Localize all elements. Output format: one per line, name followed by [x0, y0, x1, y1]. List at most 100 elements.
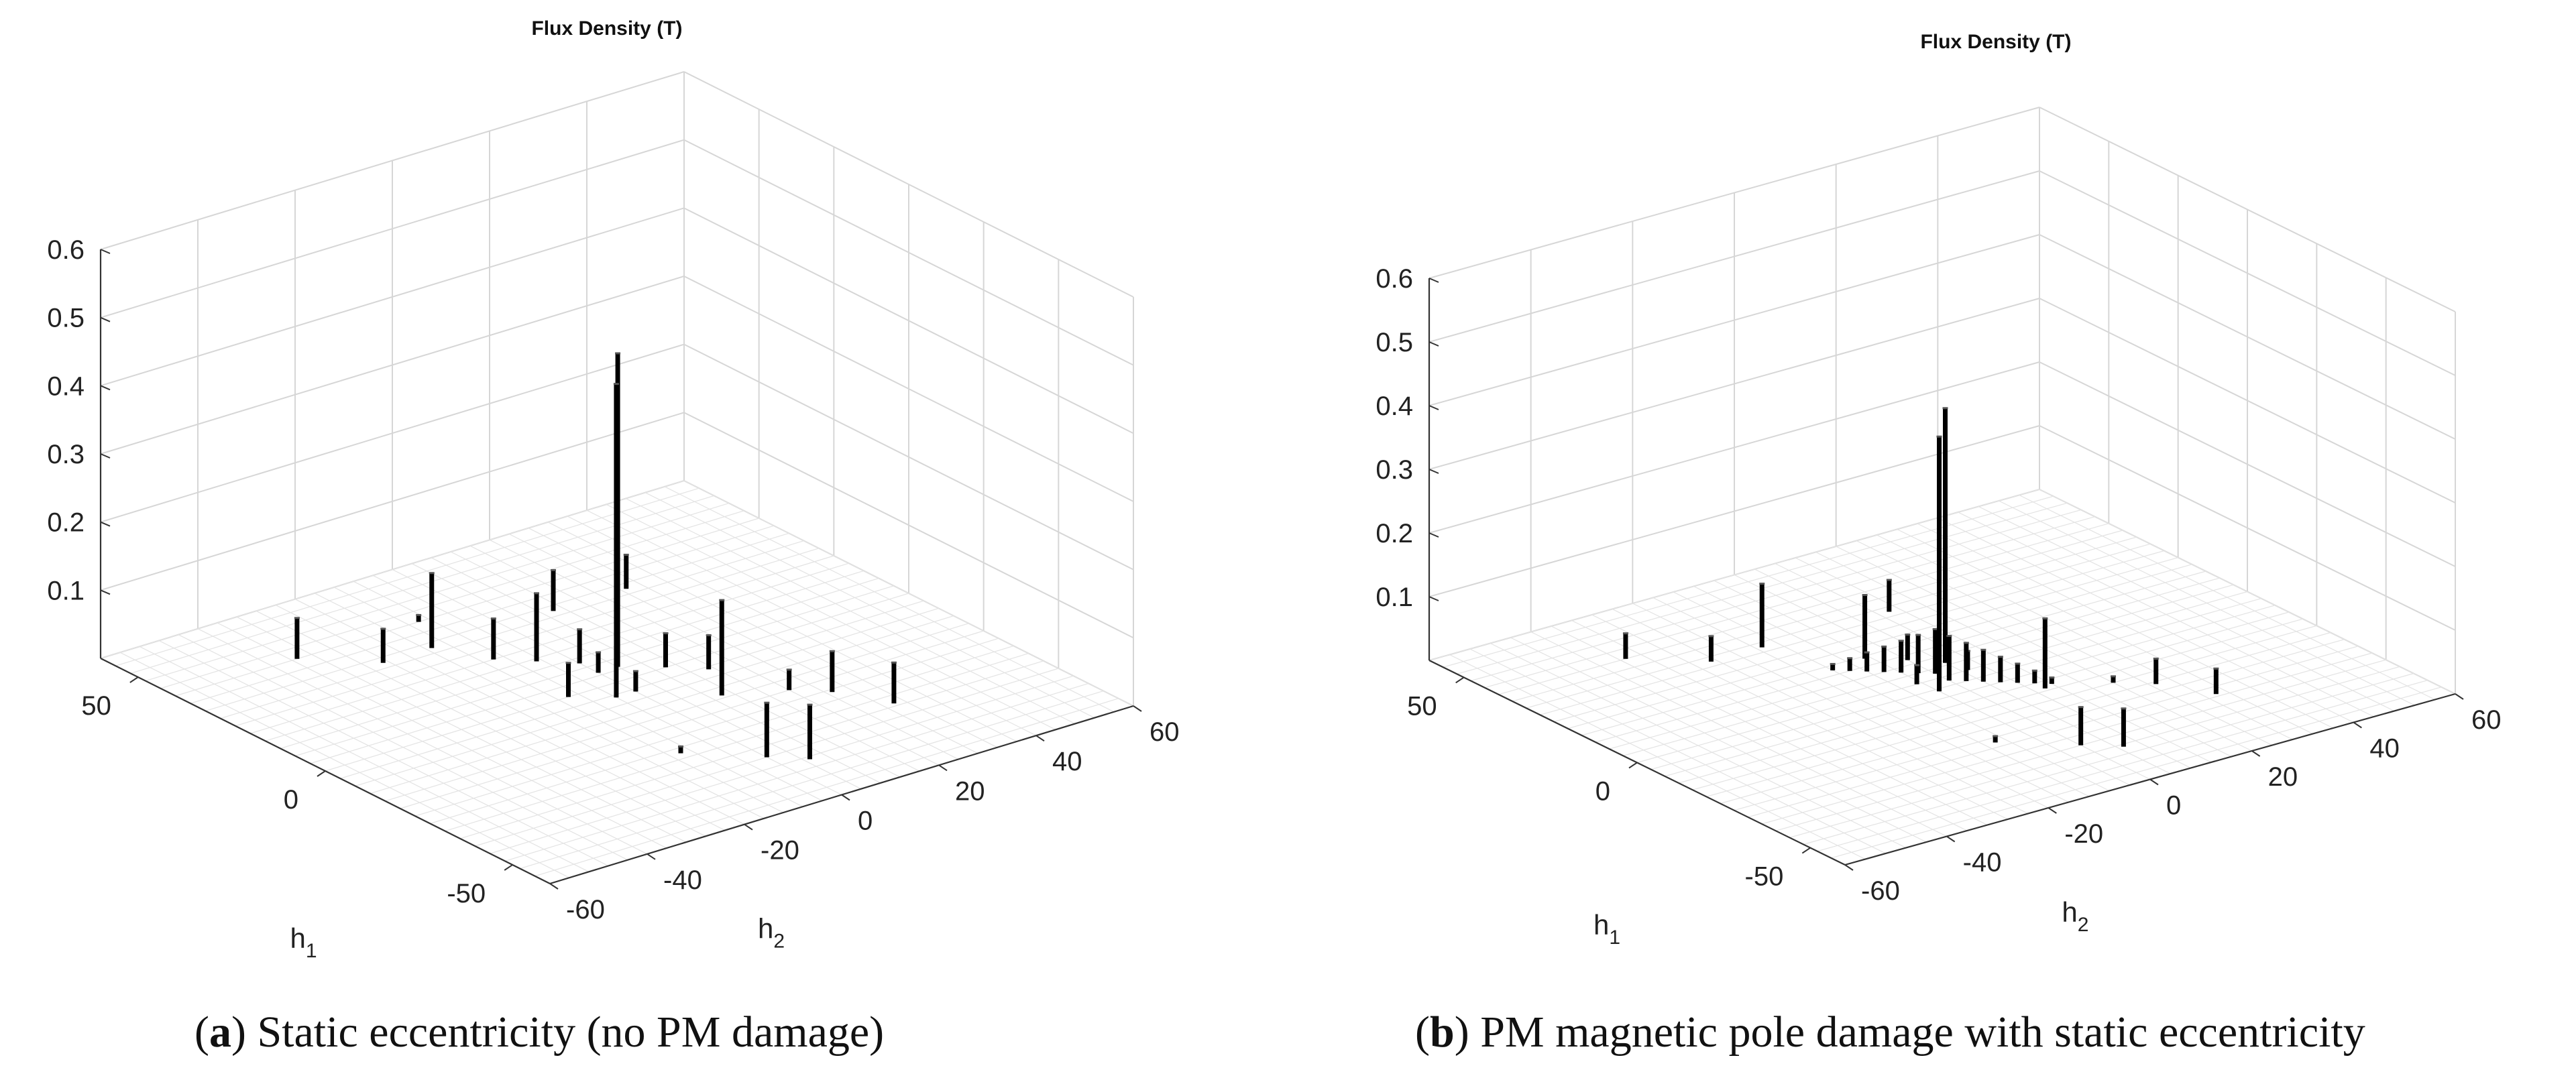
z-tick-mark: [1429, 596, 1439, 601]
h2-axis-label-sub: 2: [773, 931, 785, 953]
floor-gridline: [1553, 550, 2165, 723]
floor-gridline: [1443, 495, 2054, 668]
h2-tick-mark: [2251, 750, 2261, 757]
floor-gridline: [145, 503, 730, 682]
h2-tick-label: 0: [858, 807, 873, 836]
z-tick-mark: [100, 453, 111, 459]
h2-tick-mark: [549, 883, 559, 890]
floor-gridline: [586, 510, 1037, 736]
z-tick-label: 0.4: [1376, 392, 1413, 421]
h2-tick-label: -20: [2064, 819, 2103, 849]
z-tick-label: 0.5: [47, 304, 85, 333]
floor-gridline: [1917, 523, 2334, 729]
h2-tick-label: 40: [1052, 747, 1082, 776]
floor-gridline: [235, 548, 820, 727]
h2-tick-label: 40: [2369, 734, 2400, 764]
h2-tick-mark: [2048, 807, 2057, 814]
floor-gridline: [100, 480, 685, 659]
floor-gridline: [1999, 500, 2415, 706]
caption-a: (a) Static eccentricity (no PM damage): [194, 1002, 884, 1063]
floor-gridline: [1623, 584, 2234, 756]
h1-tick-mark: [317, 770, 326, 777]
floor-gridline: [115, 487, 699, 666]
z-tick-label: 0.6: [47, 235, 85, 265]
floor-gridline: [1540, 543, 2151, 715]
h2-tick-label: -40: [1963, 848, 2002, 878]
h1-tick-mark: [1628, 762, 1638, 769]
h2-axis-label: h2: [758, 913, 785, 953]
h2-tick-label: 20: [955, 776, 985, 806]
h1-tick-mark: [504, 864, 513, 871]
h2-tick-mark: [1035, 735, 1045, 741]
floor-gridline: [295, 578, 879, 757]
floor-gridline: [1754, 569, 2171, 774]
floor-gridline: [1512, 530, 2123, 702]
h1-tick-label: 50: [81, 691, 111, 721]
z-tick-mark: [100, 316, 111, 322]
h2-tick-label: -60: [1861, 876, 1900, 906]
h1-tick-mark: [129, 676, 139, 683]
floor-gridline: [1609, 577, 2220, 750]
h1-tick-mark: [1455, 676, 1465, 684]
floor-gridline: [220, 540, 804, 719]
z-tick-label: 0.2: [1376, 519, 1413, 548]
floor-gridline: [265, 562, 849, 741]
z-tick-label: 0.5: [1376, 328, 1413, 357]
floor-gridline: [310, 585, 894, 764]
floor-gridline: [160, 510, 744, 689]
z-tick-label: 0.3: [1376, 455, 1413, 485]
h1-axis-label-sub: 1: [306, 940, 317, 962]
h2-tick-mark: [1844, 864, 1854, 871]
h2-tick-mark: [2455, 693, 2464, 700]
chart-title: Flux Density (T): [1920, 31, 2071, 53]
caption-b-text: PM magnetic pole damage with static ecce…: [1480, 1008, 2365, 1057]
h2-tick-label: 20: [2268, 762, 2298, 792]
h1-axis-label-sub: 1: [1609, 927, 1620, 949]
z-tick-label: 0.4: [47, 371, 85, 401]
floor-gridline: [2019, 494, 2435, 701]
floor-gridline: [683, 480, 1134, 707]
floor-gridline: [205, 532, 789, 711]
h1-tick-label: -50: [447, 879, 486, 908]
h1-tick-mark: [1801, 847, 1811, 854]
floor-gridline: [625, 497, 1076, 725]
h2-tick-label: -60: [566, 895, 605, 925]
floor-gridline: [1897, 528, 2313, 735]
h2-tick-label: 60: [2471, 705, 2502, 735]
h1-axis-label: h1: [290, 922, 317, 962]
chart-panel-a: 0.1 0.2 0.3 0.4 0.5 0.6 50 0 -50 -60 -40 -20 0 20 40 60…: [47, 17, 1179, 962]
z-tick-label: 0.3: [47, 440, 85, 469]
h1-tick-label: 0: [284, 785, 298, 815]
chart-panel-b: 0.1 0.2 0.3 0.4 0.5 0.6 50 0 -50 -60 -40 -20 0 20 40 60…: [1376, 31, 2501, 949]
h2-tick-label: 60: [1150, 717, 1180, 747]
z-tick-mark: [100, 521, 111, 527]
floor-gridline: [2039, 489, 2456, 695]
z-tick-mark: [100, 249, 111, 254]
h1-tick-label: -50: [1745, 862, 1784, 892]
h2-tick-mark: [2353, 721, 2362, 729]
caption-a-tag: (a): [194, 1008, 246, 1057]
floor-gridline: [1978, 505, 2395, 712]
plot-area: 0.1 0.2 0.3 0.4 0.5 0.6 50 0 -50 -60 -40 -20 0 20 40 60…: [47, 17, 1179, 962]
chart-title: Flux Density (T): [531, 17, 682, 40]
h2-tick-label: 0: [2166, 791, 2181, 821]
floor-gridline: [1795, 557, 2212, 763]
z-tick-mark: [1429, 405, 1439, 410]
floor-gridline: [645, 492, 1095, 719]
h2-tick-mark: [841, 794, 850, 801]
z-tick-mark: [100, 589, 111, 595]
caption-a-text: Static eccentricity (no PM damage): [257, 1008, 885, 1057]
floor-gridline: [664, 486, 1115, 713]
z-tick-label: 0.1: [1376, 583, 1413, 612]
h2-tick-label: -40: [663, 866, 702, 895]
h2-tick-mark: [1133, 705, 1142, 712]
floor-gridline: [250, 555, 834, 734]
z-tick-mark: [1429, 278, 1439, 283]
z-tick-mark: [1429, 469, 1439, 474]
floor-gridline: [1938, 517, 2354, 723]
h2-tick-mark: [2149, 778, 2159, 786]
h1-axis-label: h1: [1593, 909, 1620, 949]
plot-area: 0.1 0.2 0.3 0.4 0.5 0.6 50 0 -50 -60 -40 -20 0 20 40 60…: [1376, 31, 2501, 949]
floor-gridline: [606, 503, 1056, 730]
